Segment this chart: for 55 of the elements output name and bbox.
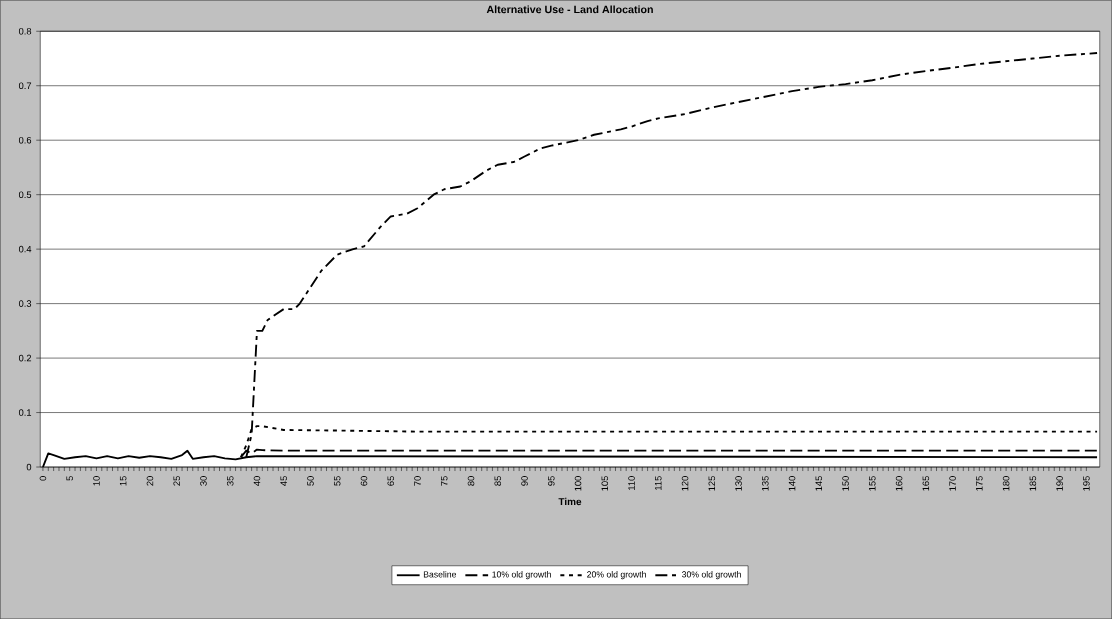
x-tick-label: 110 [628, 475, 635, 490]
x-tick-label: 15 [119, 476, 127, 486]
x-tick-label: 180 [1002, 475, 1010, 491]
x-tick-label: 165 [922, 476, 930, 491]
y-tick-label: 0.3 [18, 300, 32, 307]
x-tick-label: 45 [280, 476, 287, 486]
x-tick-label: 105 [601, 476, 609, 491]
legend-label: 10% old growth [492, 571, 551, 580]
x-tick-label: 30 [200, 475, 207, 486]
x-tick-label: 150 [842, 475, 849, 491]
x-tick-label: 145 [815, 476, 823, 491]
x-tick-label: 80 [467, 475, 475, 486]
x-tick-label: 130 [735, 475, 742, 491]
x-tick-label: 0 [39, 475, 47, 481]
x-tick-label: 5 [66, 476, 73, 481]
x-tick-label: 125 [708, 476, 716, 491]
x-tick-label: 160 [895, 475, 903, 491]
chart-title: Alternative Use - Land Allocation [486, 5, 653, 14]
y-tick-label: 0.8 [18, 27, 32, 35]
y-tick-label: 0 [26, 463, 32, 471]
y-tick-label: 0.1 [18, 409, 32, 416]
x-tick-label: 60 [360, 475, 368, 486]
x-tick-label: 135 [762, 476, 769, 491]
x-tick-label: 190 [1056, 475, 1063, 491]
x-tick-label: 75 [441, 476, 448, 486]
x-tick-label: 185 [1029, 476, 1037, 491]
legend-label: 30% old growth [682, 571, 741, 580]
x-tick-label: 90 [521, 475, 528, 486]
x-tick-label: 25 [173, 476, 180, 486]
y-tick-label: 0.4 [18, 245, 32, 253]
y-tick-label: 0.7 [18, 82, 32, 89]
x-axis-title: Time [558, 497, 582, 506]
x-tick-label: 55 [333, 476, 341, 486]
x-tick-label: 170 [949, 475, 956, 491]
x-tick-label: 35 [226, 476, 234, 486]
x-tick-label: 70 [414, 475, 421, 486]
legend-label: Baseline [423, 571, 457, 578]
x-tick-label: 40 [253, 475, 261, 486]
x-tick-label: 65 [387, 476, 395, 486]
legend-label: 20% old growth [587, 571, 646, 580]
x-tick-label: 10 [93, 475, 100, 486]
x-tick-label: 140 [788, 475, 796, 491]
x-tick-label: 175 [976, 476, 983, 491]
x-tick-label: 85 [494, 476, 502, 486]
x-tick-label: 95 [547, 476, 555, 486]
y-tick-label: 0.6 [18, 136, 32, 144]
x-tick-label: 155 [869, 476, 876, 491]
x-tick-label: 120 [681, 475, 689, 491]
y-tick-label: 0.2 [18, 354, 32, 362]
x-tick-label: 100 [574, 475, 582, 491]
y-tick-label: 0.5 [18, 191, 32, 198]
x-tick-label: 195 [1083, 476, 1090, 491]
x-tick-label: 20 [146, 475, 154, 486]
x-tick-label: 115 [655, 476, 662, 490]
x-tick-label: 50 [307, 475, 314, 486]
